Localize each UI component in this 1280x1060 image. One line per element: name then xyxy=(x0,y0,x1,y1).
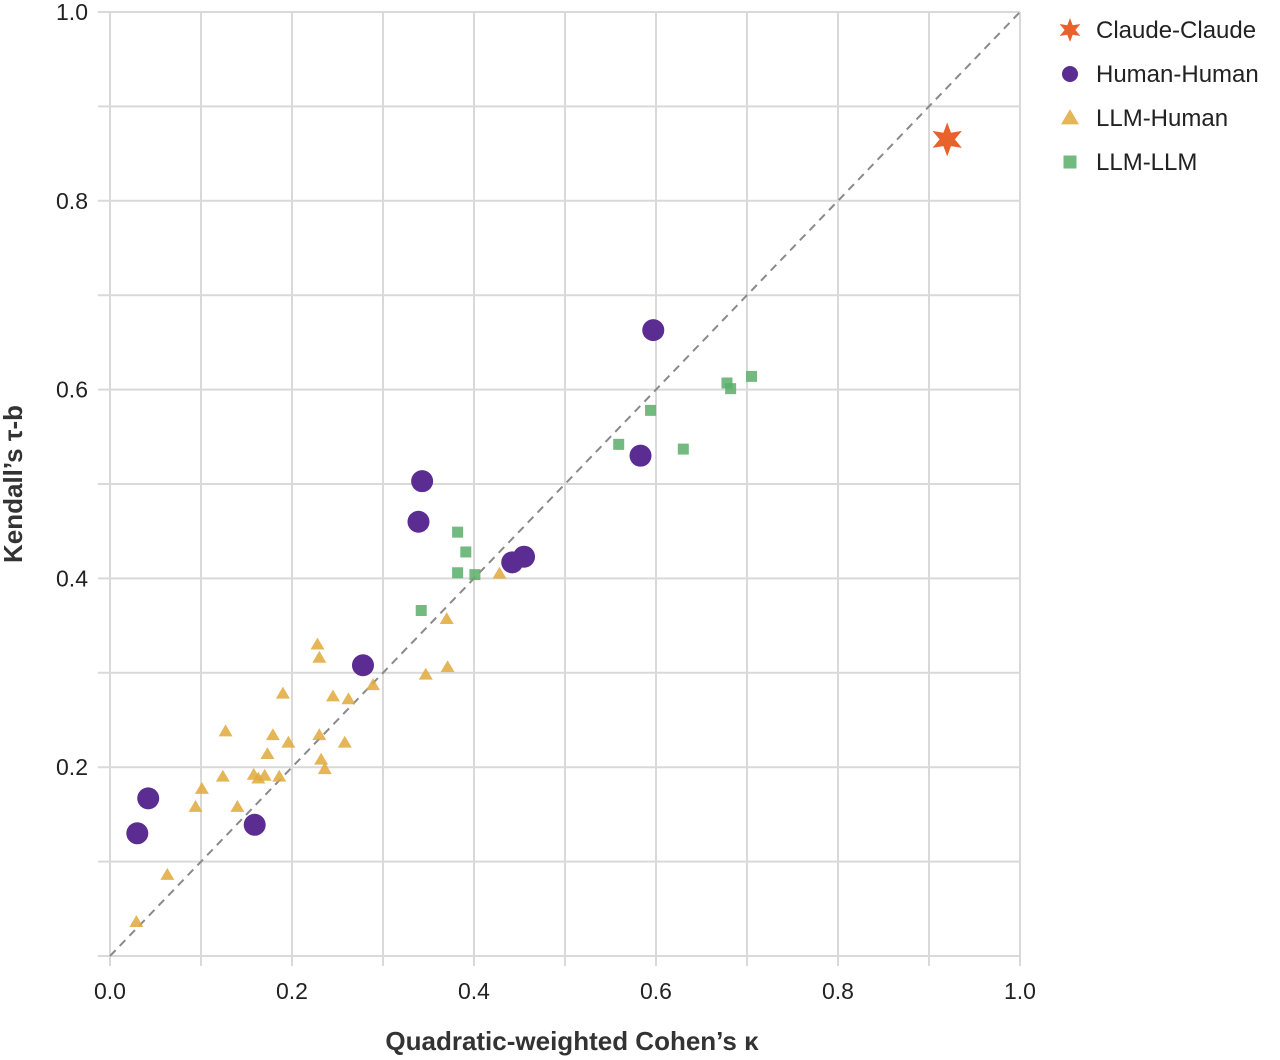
point-human-human xyxy=(513,545,536,568)
point-llm-human xyxy=(312,728,327,741)
legend-label-llm-llm: LLM-LLM xyxy=(1096,149,1197,176)
point-human-human xyxy=(243,813,266,836)
point-llm-llm xyxy=(452,567,464,579)
point-llm-llm xyxy=(460,546,472,558)
point-llm-human xyxy=(341,692,356,705)
legend-label-human-human: Human-Human xyxy=(1096,61,1259,88)
point-llm-human xyxy=(365,678,380,691)
point-llm-llm xyxy=(452,526,464,538)
y-tick-label: 0.4 xyxy=(56,565,88,591)
point-llm-human xyxy=(418,667,433,680)
point-llm-llm xyxy=(725,383,737,395)
point-llm-human xyxy=(337,735,352,748)
point-llm-llm xyxy=(613,438,625,450)
x-tick-label: 1.0 xyxy=(1004,978,1036,1004)
x-tick-label: 0.0 xyxy=(94,978,126,1004)
legend-marker-human-human xyxy=(1062,66,1078,82)
point-llm-human xyxy=(275,686,290,699)
point-human-human xyxy=(137,787,160,810)
point-llm-human xyxy=(129,915,144,928)
point-llm-llm xyxy=(721,377,733,389)
point-llm-human xyxy=(160,867,175,880)
point-human-human xyxy=(411,470,434,493)
point-llm-human xyxy=(281,735,296,748)
point-llm-human xyxy=(314,752,329,765)
legend-label-llm-human: LLM-Human xyxy=(1096,105,1228,132)
point-llm-llm xyxy=(469,569,481,581)
point-llm-human xyxy=(188,799,203,812)
point-human-human xyxy=(629,444,652,467)
point-llm-llm xyxy=(746,370,758,382)
point-llm-human xyxy=(439,612,454,624)
point-llm-human xyxy=(317,762,332,775)
point-llm-llm xyxy=(677,443,689,455)
x-axis-title: Quadratic-weighted Cohen’s κ xyxy=(385,1026,759,1056)
y-tick-label: 0.6 xyxy=(56,377,88,403)
legend-marker-llm-llm xyxy=(1063,155,1077,169)
reference-line-group xyxy=(109,11,1021,957)
x-tick-label: 0.6 xyxy=(640,978,672,1004)
point-llm-human xyxy=(218,724,233,737)
y-tick-label: 0.8 xyxy=(56,188,88,214)
y-axis-title: Kendall’s τ-b xyxy=(0,405,28,563)
point-human-human xyxy=(407,510,430,533)
point-llm-human xyxy=(440,660,455,673)
legend-marker-claude-claude xyxy=(1059,18,1081,42)
point-human-human xyxy=(351,654,374,677)
point-llm-human xyxy=(257,768,272,781)
reference-line xyxy=(109,11,1021,957)
x-tick-label: 0.2 xyxy=(276,978,308,1004)
legend: Claude-Claude Human-Human LLM-Human LLM-LLM xyxy=(1059,17,1259,176)
grid xyxy=(98,11,1021,966)
x-axis: 0.0 0.2 0.4 0.6 0.8 1.0 xyxy=(94,978,1036,1004)
legend-label-claude-claude: Claude-Claude xyxy=(1096,17,1256,44)
point-llm-human xyxy=(230,799,245,812)
x-tick-label: 0.8 xyxy=(822,978,854,1004)
point-llm-human xyxy=(194,782,209,794)
y-tick-label: 1.0 xyxy=(56,0,88,25)
point-llm-human xyxy=(260,747,275,759)
point-claude-claude xyxy=(932,122,962,157)
point-human-human xyxy=(642,319,665,342)
y-axis: 0.2 0.4 0.6 0.8 1.0 xyxy=(56,0,88,780)
x-tick-label: 0.4 xyxy=(458,978,490,1004)
point-llm-human xyxy=(312,650,327,663)
point-human-human xyxy=(126,822,149,845)
point-llm-human xyxy=(492,566,507,579)
y-tick-label: 0.2 xyxy=(56,754,88,780)
point-llm-llm xyxy=(415,604,427,616)
point-llm-llm xyxy=(645,404,657,416)
point-llm-human xyxy=(272,769,287,782)
point-llm-human xyxy=(265,728,280,741)
data-points xyxy=(126,122,962,928)
point-llm-human xyxy=(215,769,230,782)
point-llm-human xyxy=(310,637,325,650)
legend-marker-llm-human xyxy=(1061,109,1079,125)
point-llm-human xyxy=(325,689,340,702)
